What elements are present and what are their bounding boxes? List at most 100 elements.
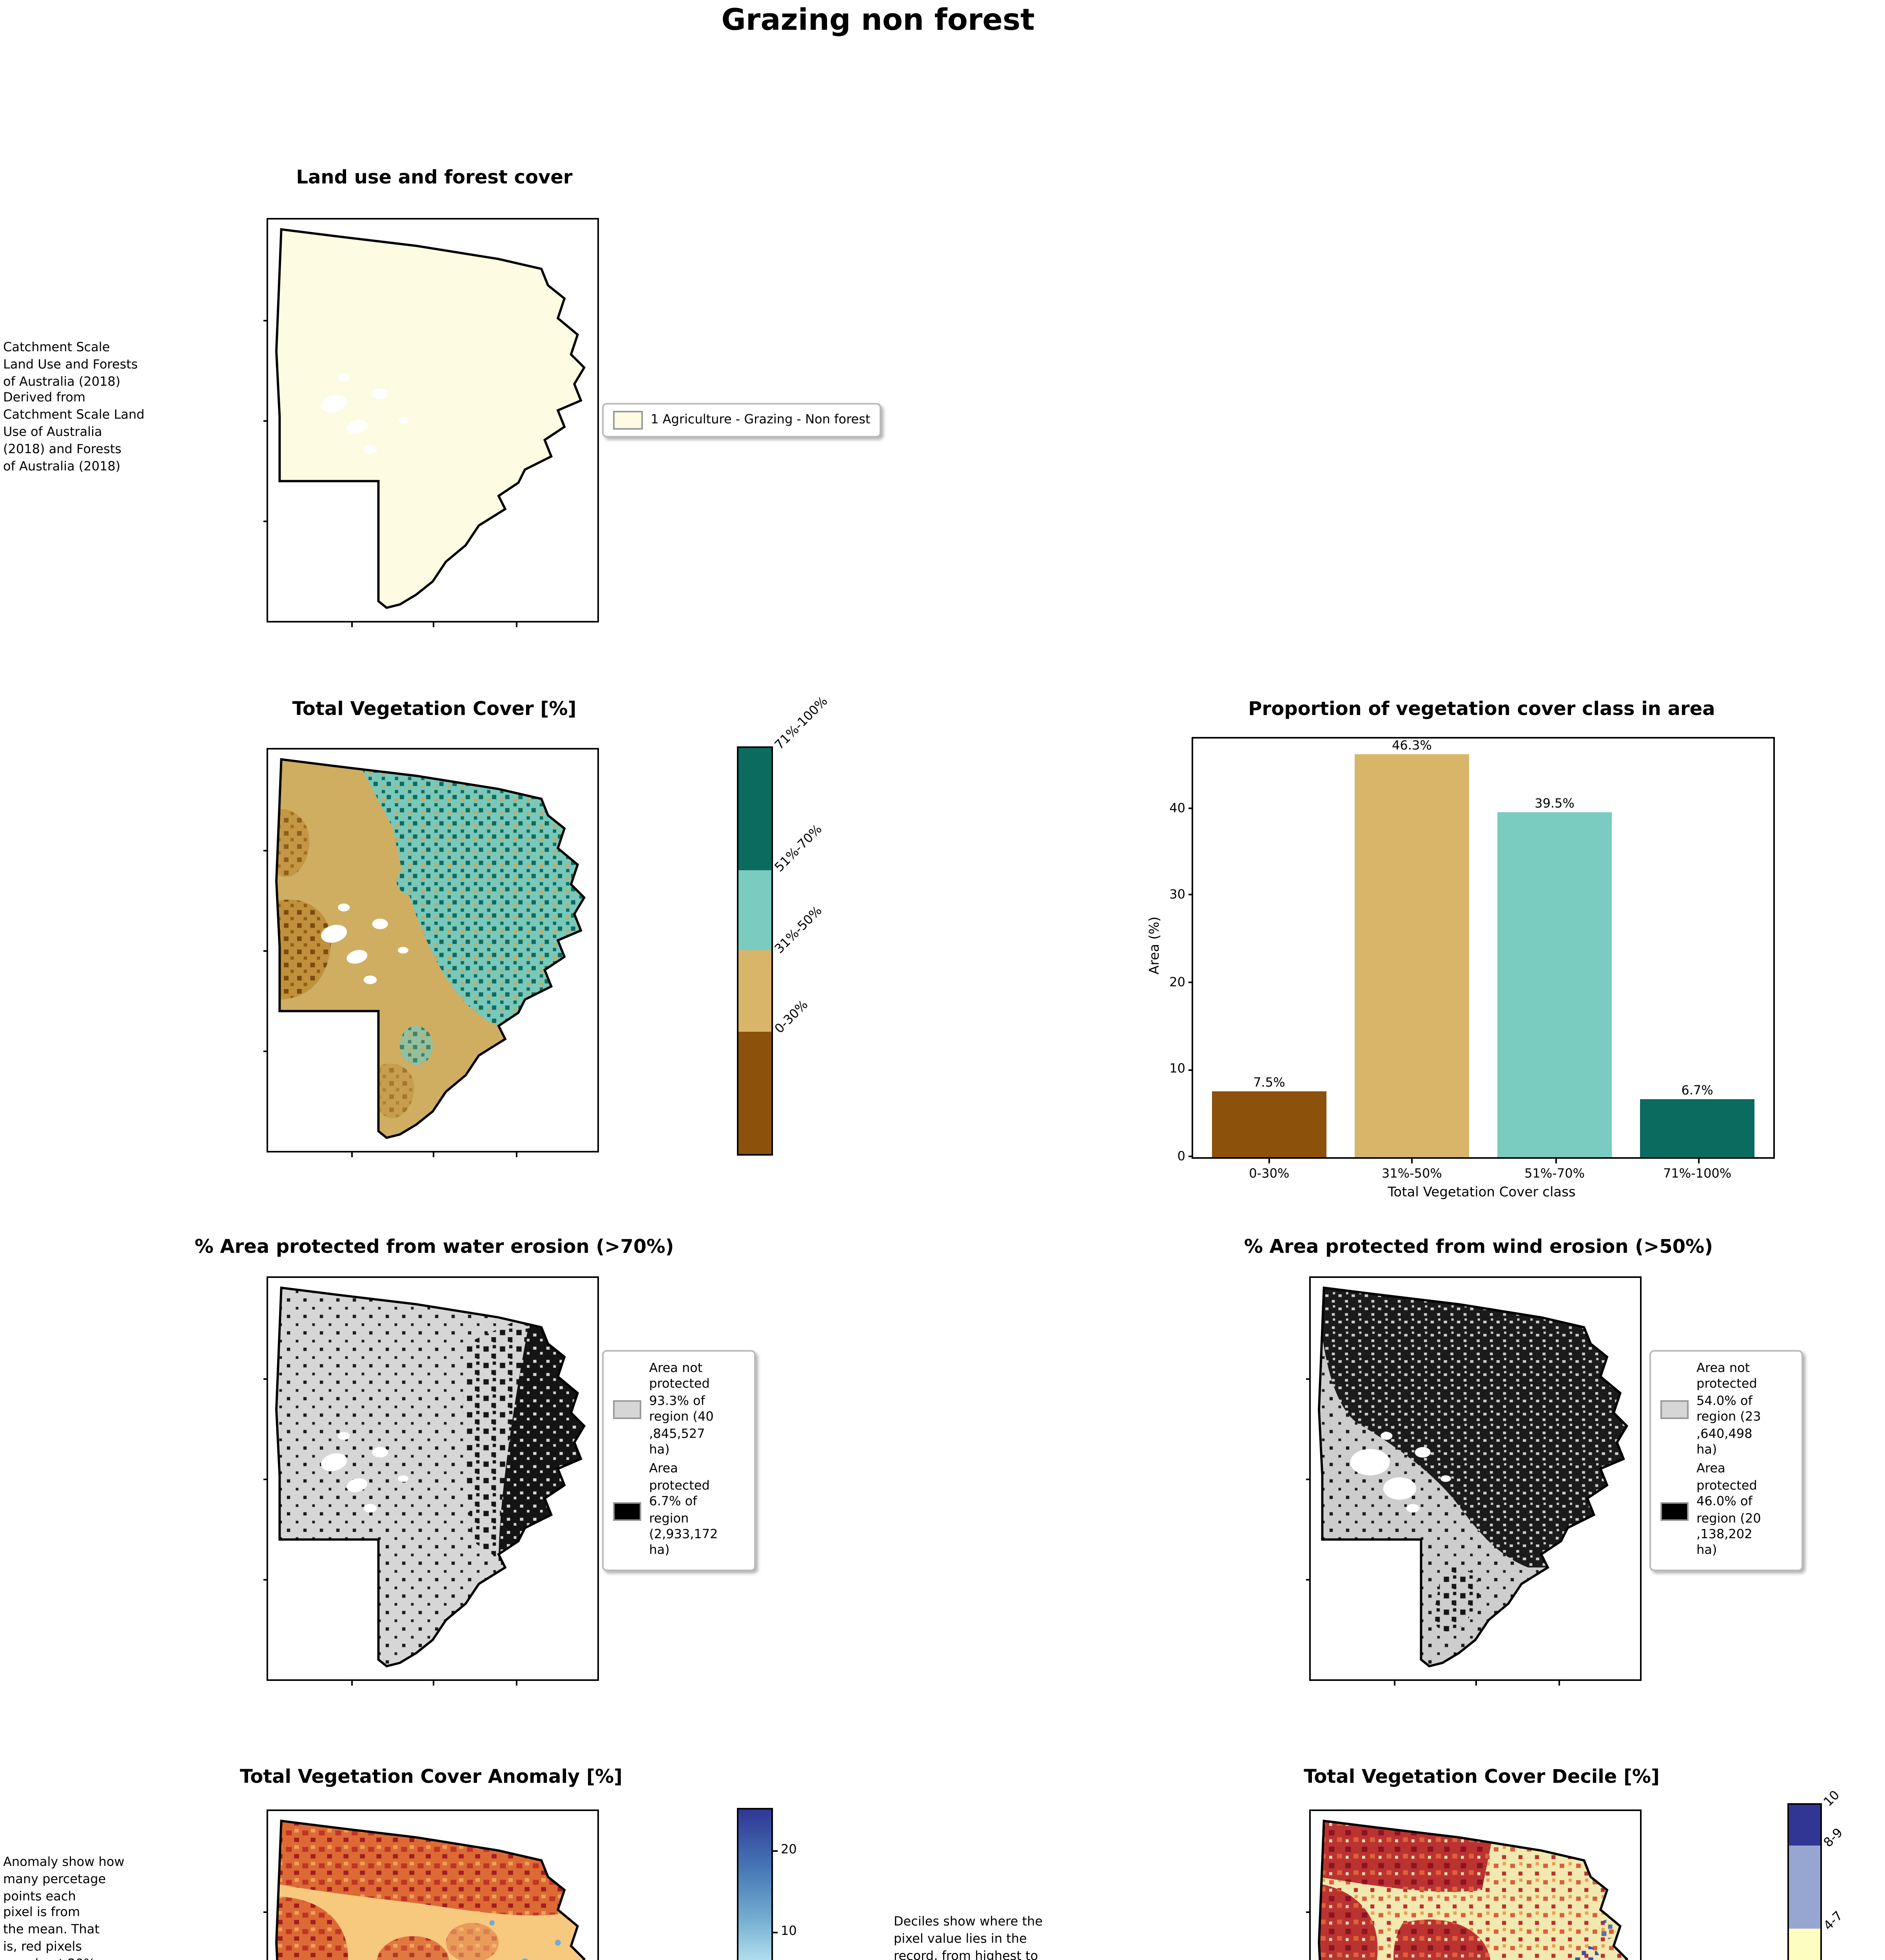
anomaly-map bbox=[263, 1809, 599, 1960]
colorbar-segment bbox=[1789, 1805, 1820, 1846]
barchart-title: Proportion of vegetation cover class in … bbox=[1248, 698, 1715, 720]
bar-51%-70% bbox=[1497, 813, 1612, 1157]
colorbar-tick-mark bbox=[771, 1931, 777, 1933]
colorbar-segment bbox=[738, 951, 771, 1033]
not-protected-swatch bbox=[613, 1400, 641, 1419]
bar-0-30% bbox=[1212, 1092, 1327, 1157]
decile-title: Total Vegetation Cover Decile [%] bbox=[1304, 1766, 1660, 1788]
colorbar-tick-mark bbox=[771, 1850, 777, 1851]
axis-tick bbox=[263, 420, 268, 422]
axis-tick bbox=[263, 1479, 268, 1480]
axis-tick bbox=[1305, 1479, 1311, 1480]
axis-tick bbox=[263, 1911, 268, 1913]
axis-tick bbox=[263, 950, 268, 952]
water-erosion-map-svg bbox=[268, 1278, 597, 1679]
x-tick-label: 51%-70% bbox=[1488, 1157, 1621, 1181]
bar-value-label: 39.5% bbox=[1535, 797, 1575, 811]
colorbar-segment bbox=[738, 1032, 771, 1154]
landuse-legend: 1 Agriculture - Grazing - Non forest bbox=[602, 403, 882, 437]
wind-erosion-map-svg bbox=[1311, 1278, 1640, 1679]
bar-slot: 39.5% bbox=[1488, 739, 1621, 1157]
x-axis-ticks: 0-30% 31%-50% 51%-70% 71%-100% bbox=[1193, 1157, 1773, 1181]
page-title: Grazing non forest bbox=[721, 3, 1035, 38]
vegcover-colorbar: 71%-100% 51%-70% 31%-50% 0-30% bbox=[737, 694, 830, 1156]
axis-tick bbox=[350, 1151, 352, 1156]
protected-label: Area protected 46.0% of region (20 ,138,… bbox=[1696, 1462, 1761, 1558]
y-axis-label: Area (%) bbox=[1148, 916, 1163, 975]
legend-entry: Area protected 6.7% of region (2,933,172… bbox=[613, 1462, 745, 1559]
not-protected-label: Area not protected 54.0% of region (23 ,… bbox=[1696, 1361, 1761, 1457]
colorbar-tick-label: 20 bbox=[781, 1843, 797, 1857]
bar-value-label: 46.3% bbox=[1392, 739, 1432, 753]
axis-tick bbox=[515, 1151, 517, 1156]
wind-erosion-legend: Area not protected 54.0% of region (23 ,… bbox=[1649, 1350, 1803, 1571]
axis-tick bbox=[515, 621, 517, 626]
bar-slot: 7.5% bbox=[1203, 739, 1336, 1157]
anomaly-map-svg bbox=[268, 1811, 597, 1960]
y-tick-label: 40 bbox=[1169, 800, 1185, 815]
axis-tick bbox=[263, 1051, 268, 1052]
axis-tick bbox=[1393, 1679, 1395, 1685]
bar-71%-100% bbox=[1640, 1098, 1755, 1157]
axis-tick bbox=[350, 1679, 352, 1685]
axis-tick bbox=[433, 1151, 434, 1156]
landuse-map-svg bbox=[268, 220, 597, 621]
axis-tick bbox=[1305, 1579, 1311, 1581]
bar-value-label: 7.5% bbox=[1253, 1076, 1285, 1091]
x-tick-label: 71%-100% bbox=[1631, 1157, 1764, 1181]
anomaly-title: Total Vegetation Cover Anomaly [%] bbox=[240, 1766, 622, 1788]
vegcover-title: Total Vegetation Cover [%] bbox=[292, 698, 577, 720]
water-erosion-map bbox=[263, 1276, 599, 1685]
x-tick-label: 0-30% bbox=[1203, 1157, 1336, 1181]
water-erosion-legend: Area not protected 93.3% of region (40 ,… bbox=[602, 1350, 756, 1571]
wind-erosion-map bbox=[1305, 1276, 1642, 1685]
legend-entry: Area not protected 93.3% of region (40 ,… bbox=[613, 1361, 745, 1459]
decile-map-svg bbox=[1311, 1811, 1640, 1960]
y-tick-label: 20 bbox=[1169, 975, 1185, 989]
colorbar-label: 10 bbox=[1821, 1788, 1843, 1809]
protected-label: Area protected 6.7% of region (2,933,172… bbox=[649, 1462, 718, 1558]
wind-erosion-title: % Area protected from wind erosion (>50%… bbox=[1244, 1236, 1713, 1258]
bar-slot: 46.3% bbox=[1345, 739, 1479, 1157]
axis-tick bbox=[1305, 1378, 1311, 1380]
colorbar-segment bbox=[1789, 1846, 1820, 1928]
not-protected-swatch bbox=[1660, 1400, 1689, 1419]
y-tick-mark bbox=[1188, 1069, 1193, 1070]
y-tick-mark bbox=[1188, 807, 1193, 808]
axis-tick bbox=[433, 1679, 434, 1685]
colorbar-tick-label: 10 bbox=[781, 1924, 797, 1938]
axis-tick bbox=[263, 521, 268, 522]
axis-tick bbox=[433, 621, 434, 626]
colorbar-segment bbox=[1789, 1928, 1820, 1960]
legend-entry: Area not protected 54.0% of region (23 ,… bbox=[1660, 1361, 1792, 1459]
vegcover-map-svg bbox=[268, 750, 597, 1151]
colorbar-label: 31%-50% bbox=[772, 903, 825, 956]
water-erosion-title: % Area protected from water erosion (>70… bbox=[194, 1236, 674, 1258]
barchart-plot: 7.5% 46.3% 39.5% 6.7% 0 10 20 30 40 0-30% 31%-50… bbox=[1169, 737, 1775, 1181]
axis-tick bbox=[350, 621, 352, 626]
not-protected-label: Area not protected 93.3% of region (40 ,… bbox=[649, 1361, 714, 1457]
anomaly-note: Anomaly show how many percetage points e… bbox=[3, 1855, 125, 1960]
protected-swatch bbox=[613, 1501, 641, 1521]
axis-tick bbox=[263, 1579, 268, 1581]
x-tick-label: 31%-50% bbox=[1345, 1157, 1479, 1181]
decile-note: Deciles show where the pixel value lies … bbox=[894, 1915, 1043, 1960]
x-axis-label: Total Vegetation Cover class bbox=[1388, 1185, 1576, 1201]
landuse-note: Catchment Scale Land Use and Forests of … bbox=[3, 340, 145, 473]
axis-tick bbox=[1558, 1679, 1559, 1685]
bar-value-label: 6.7% bbox=[1681, 1083, 1713, 1097]
y-tick-mark bbox=[1188, 981, 1193, 983]
protected-swatch bbox=[1660, 1501, 1689, 1521]
axis-tick bbox=[1475, 1679, 1477, 1685]
axis-tick bbox=[1305, 1911, 1311, 1913]
decile-map bbox=[1305, 1809, 1642, 1960]
y-tick-mark bbox=[1188, 894, 1193, 896]
axis-tick bbox=[263, 320, 268, 321]
landuse-legend-swatch bbox=[613, 411, 643, 430]
colorbar-segment bbox=[738, 869, 771, 951]
bar-slot: 6.7% bbox=[1631, 739, 1764, 1157]
bar-31%-50% bbox=[1354, 754, 1470, 1157]
vegcover-map bbox=[263, 748, 599, 1156]
colorbar-label: 4-7 bbox=[1821, 1908, 1846, 1933]
y-tick-mark bbox=[1188, 1156, 1193, 1157]
